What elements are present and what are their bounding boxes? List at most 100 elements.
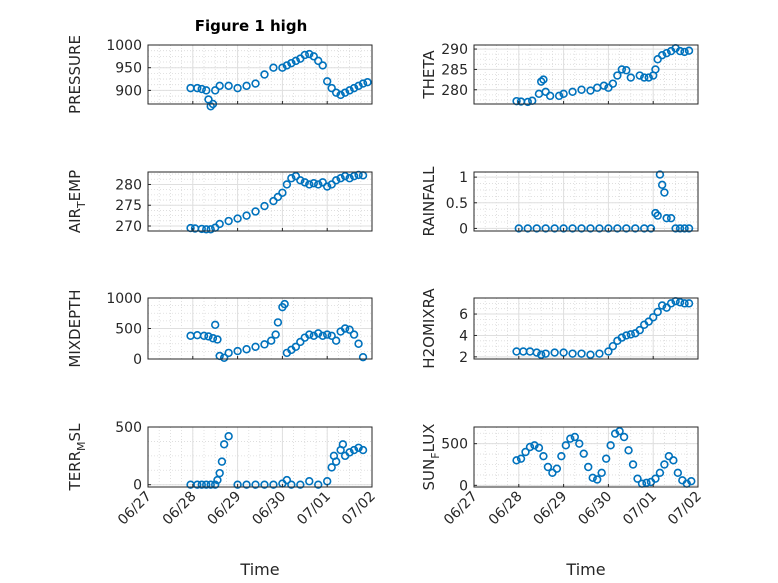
data-point: [660, 188, 669, 197]
data-point: [251, 207, 260, 216]
data-point: [338, 440, 348, 449]
data-point: [287, 174, 296, 183]
data-point: [271, 330, 280, 339]
data-point: [597, 468, 606, 478]
data-point: [666, 299, 676, 308]
data-point: [354, 81, 363, 91]
y-tick-label: 285: [441, 62, 468, 78]
data-point: [657, 180, 667, 190]
data-point: [604, 224, 613, 233]
axes-box: [147, 426, 373, 488]
x-tick-label: 06/29: [205, 489, 245, 529]
data-point: [358, 445, 368, 455]
data-point: [523, 97, 532, 107]
data-point: [662, 303, 671, 312]
data-point: [586, 224, 595, 233]
y-axis-label: PRESSURE: [66, 35, 84, 114]
data-point: [512, 96, 521, 106]
data-point: [651, 474, 660, 483]
data-point: [273, 192, 283, 202]
data-point: [233, 346, 242, 356]
data-point: [269, 196, 278, 206]
y-tick-label: 1000: [106, 38, 142, 54]
y-axis-label: AIRTEMP: [66, 170, 88, 233]
data-point: [626, 330, 635, 339]
data-point: [644, 73, 653, 82]
data-point: [233, 214, 242, 223]
data-point: [345, 86, 354, 95]
data-point: [296, 480, 305, 489]
data-point: [648, 313, 658, 322]
data-point: [215, 468, 224, 478]
x-tick-label: 06/28: [486, 489, 526, 529]
axes-box: [147, 44, 373, 105]
data-point: [680, 224, 689, 233]
data-point: [242, 211, 251, 220]
data-point: [592, 475, 602, 484]
y-axis-label: RAINFALL: [420, 166, 438, 237]
x-tick-label: 06/28: [160, 489, 200, 529]
data-point: [354, 339, 363, 348]
x-tick-label: 07/01: [294, 489, 334, 529]
data-point: [345, 325, 354, 334]
data-point: [251, 480, 260, 489]
data-point: [588, 473, 597, 483]
data-point: [233, 83, 242, 93]
data-point: [615, 426, 624, 436]
data-point: [314, 329, 323, 338]
data-point: [651, 65, 660, 74]
subplot-sun_flux: 0 500 06/27 06/28 06/29 06/30 07/01 07/02 SUNFLU…: [420, 424, 705, 579]
data-point: [541, 87, 550, 96]
data-point: [675, 46, 685, 56]
x-tick-label: 06/27: [441, 489, 481, 529]
data-point: [684, 46, 694, 55]
y-axis-label: SUNFLUX: [420, 424, 442, 491]
data-point: [224, 432, 233, 441]
data-point: [213, 335, 222, 344]
data-point: [305, 180, 314, 189]
data-point: [219, 440, 229, 449]
data-point: [541, 349, 550, 358]
y-tick-label: 1000: [106, 291, 142, 307]
data-point: [599, 81, 609, 90]
data-point: [340, 171, 350, 181]
x-tick-label: 06/30: [249, 489, 289, 529]
data-point: [219, 353, 229, 362]
axes-box: [147, 171, 373, 232]
x-tick-label: 06/30: [575, 489, 615, 529]
data-point: [684, 224, 694, 233]
axes-box: [473, 171, 699, 232]
x-tick-label: 06/27: [115, 489, 155, 529]
x-tick-label: 07/01: [620, 489, 660, 529]
y-tick-label: 0.5: [446, 196, 468, 212]
data-point: [568, 349, 577, 358]
data-point: [655, 468, 665, 478]
data-point: [224, 348, 233, 358]
data-point: [242, 81, 251, 91]
data-point: [595, 349, 604, 358]
data-point: [305, 330, 314, 339]
data-point: [197, 84, 206, 94]
data-point: [586, 350, 595, 359]
data-point: [543, 462, 553, 472]
data-point: [300, 50, 309, 60]
data-point: [646, 224, 656, 233]
data-point: [318, 61, 327, 70]
data-point: [539, 451, 548, 461]
data-point: [336, 90, 345, 100]
data-point: [267, 336, 276, 345]
data-point: [512, 456, 521, 465]
data-point: [260, 70, 269, 79]
data-point: [211, 320, 220, 330]
data-point: [323, 182, 332, 191]
data-point: [626, 73, 635, 82]
data-point: [323, 77, 332, 86]
data-point: [559, 89, 568, 99]
y-tick-label: 275: [115, 198, 142, 214]
data-point: [566, 434, 575, 443]
data-point: [657, 301, 667, 310]
data-point: [548, 468, 557, 478]
data-point: [331, 176, 341, 185]
